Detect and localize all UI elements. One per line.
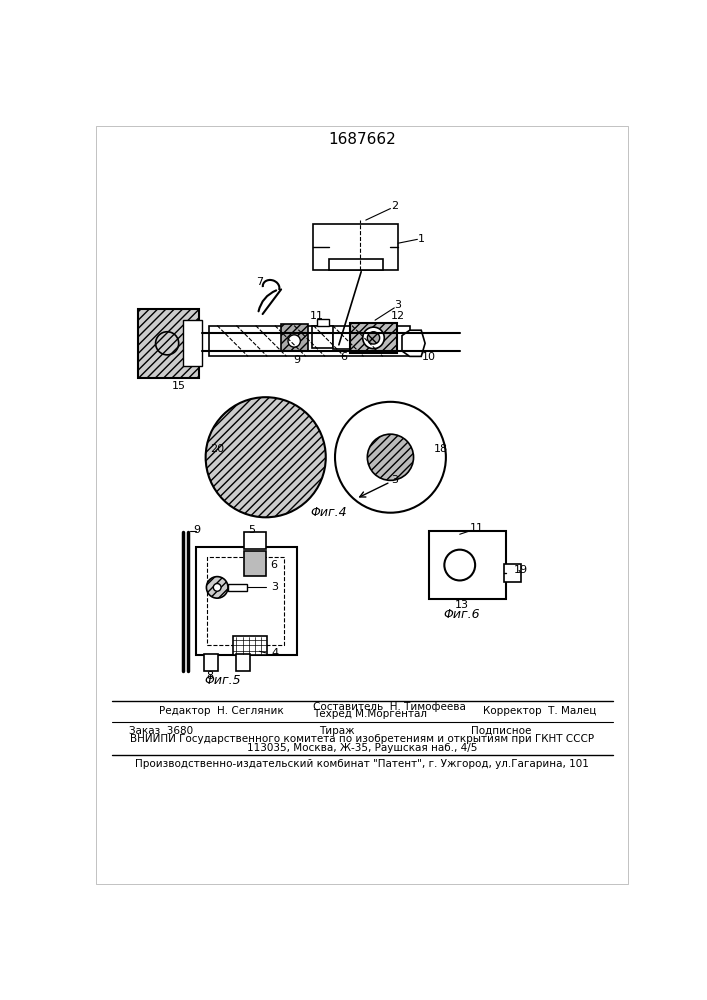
Text: Техред М.Моргентал: Техред М.Моргентал xyxy=(313,709,428,719)
Bar xyxy=(317,319,329,326)
Text: Производственно-издательский комбинат "Патент", г. Ужгород, ул.Гагарина, 101: Производственно-издательский комбинат "П… xyxy=(135,759,589,769)
Bar xyxy=(244,532,266,549)
Text: 8: 8 xyxy=(206,671,213,681)
Bar xyxy=(281,324,308,351)
Bar xyxy=(329,259,382,270)
Bar xyxy=(351,323,397,353)
Bar xyxy=(228,584,247,591)
Circle shape xyxy=(335,402,446,513)
Circle shape xyxy=(368,434,414,480)
Polygon shape xyxy=(402,330,425,356)
Text: 19: 19 xyxy=(514,565,528,575)
Bar xyxy=(138,309,199,378)
Bar xyxy=(209,326,409,356)
Text: 4: 4 xyxy=(271,648,279,658)
Text: Φиг.4: Φиг.4 xyxy=(310,506,347,519)
Text: Тираж: Тираж xyxy=(319,726,354,736)
Bar xyxy=(197,547,296,655)
Text: 18: 18 xyxy=(433,444,448,454)
Circle shape xyxy=(206,577,228,598)
Text: Заказ  3680: Заказ 3680 xyxy=(129,726,193,736)
Text: 3: 3 xyxy=(391,475,398,485)
Text: 2: 2 xyxy=(391,201,398,211)
Bar xyxy=(236,654,250,671)
Text: Редактор  Н. Сегляник: Редактор Н. Сегляник xyxy=(160,706,284,716)
Text: Корректор  Т. Малец: Корректор Т. Малец xyxy=(483,706,596,716)
Bar xyxy=(313,224,398,270)
Text: 11: 11 xyxy=(310,311,325,321)
Text: 3: 3 xyxy=(395,300,402,310)
Bar xyxy=(312,326,334,348)
Text: 6: 6 xyxy=(270,560,277,570)
Circle shape xyxy=(363,327,385,349)
Text: 7: 7 xyxy=(256,277,263,287)
Bar xyxy=(233,636,267,655)
Text: 11: 11 xyxy=(469,523,484,533)
Text: ВНИИПИ Государственного комитета по изобретениям и открытиям при ГКНТ СССР: ВНИИПИ Государственного комитета по изоб… xyxy=(130,734,594,744)
Text: 1687662: 1687662 xyxy=(328,132,396,147)
Text: Φиг.5: Φиг.5 xyxy=(204,674,241,687)
Text: Подписное: Подписное xyxy=(472,726,532,736)
Text: 10: 10 xyxy=(422,352,436,362)
Text: 113035, Москва, Ж-35, Раушская наб., 4/5: 113035, Москва, Ж-35, Раушская наб., 4/5 xyxy=(247,743,477,753)
Bar xyxy=(334,333,351,349)
Circle shape xyxy=(368,332,380,344)
Circle shape xyxy=(206,397,326,517)
Circle shape xyxy=(288,335,300,347)
Circle shape xyxy=(444,550,475,580)
Bar xyxy=(244,551,266,576)
Circle shape xyxy=(156,332,179,355)
Text: 15: 15 xyxy=(172,381,186,391)
Bar xyxy=(207,557,284,645)
Text: Составитель  Н. Тимофеева: Составитель Н. Тимофеева xyxy=(313,702,467,712)
Text: 6: 6 xyxy=(341,352,348,362)
Text: 1: 1 xyxy=(418,234,425,244)
Bar xyxy=(182,320,201,366)
Text: 12: 12 xyxy=(391,311,405,321)
Text: 9: 9 xyxy=(193,525,200,535)
Text: 5: 5 xyxy=(248,525,255,535)
Circle shape xyxy=(214,584,221,591)
Text: 3: 3 xyxy=(271,582,279,592)
Bar xyxy=(429,531,506,599)
Bar xyxy=(204,654,218,671)
Text: Φиг.6: Φиг.6 xyxy=(444,608,480,621)
Text: 9: 9 xyxy=(293,355,300,365)
Bar xyxy=(504,564,521,582)
Text: 20: 20 xyxy=(210,444,224,454)
Text: 13: 13 xyxy=(455,600,469,610)
